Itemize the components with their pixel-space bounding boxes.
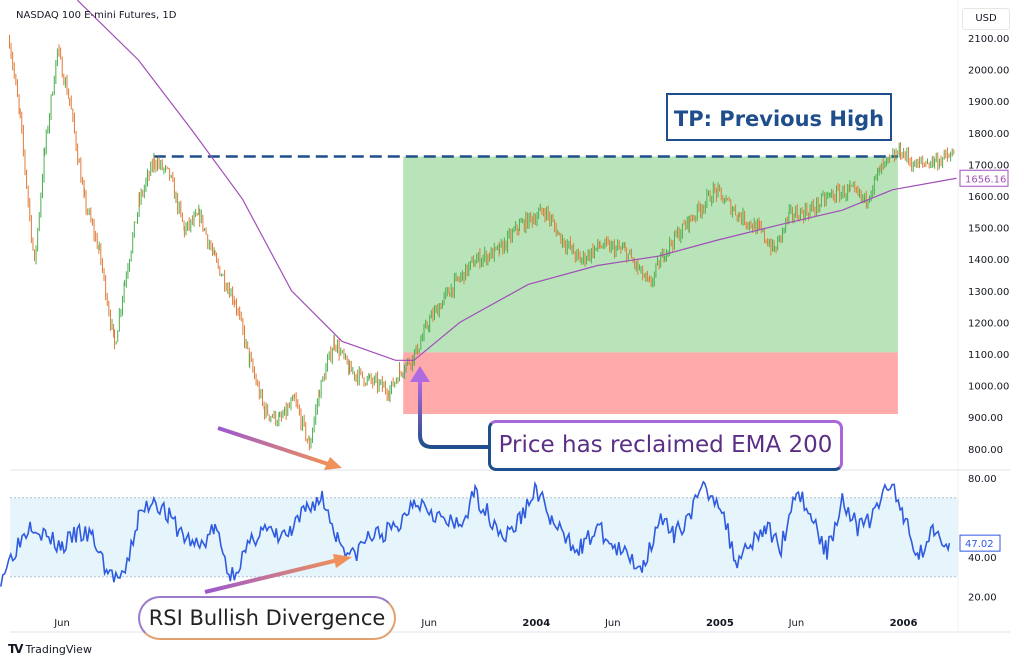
tradingview-logo[interactable]: TV TradingView <box>8 642 92 656</box>
time-tick-label: Jun <box>604 618 621 629</box>
time-tick-label: Jun <box>420 618 437 629</box>
rsi-line <box>0 480 951 587</box>
price-tick-label: 2000.00 <box>968 66 1009 77</box>
price-tick-label: 1800.00 <box>968 129 1009 140</box>
price-tick-label: 1000.00 <box>968 382 1009 393</box>
rsi-tick-label: 80.00 <box>968 474 997 485</box>
ema-last-value-badge <box>959 169 1009 187</box>
price-tick-label: 1200.00 <box>968 318 1009 329</box>
price-tick-label: 900.00 <box>968 413 1003 424</box>
time-tick-label: Jun <box>53 618 70 629</box>
rsi-divergence-arrow <box>204 558 339 594</box>
time-tick-label: 2006 <box>890 618 918 629</box>
price-tick-label: 1600.00 <box>968 192 1009 203</box>
price-tick-label: 1400.00 <box>968 255 1009 266</box>
arrowhead-icon <box>333 554 352 568</box>
ema200-line <box>76 0 957 361</box>
tp-annotation: TP: Previous High <box>666 93 892 141</box>
brand-label: TradingView <box>25 642 92 656</box>
loss-zone <box>403 352 898 415</box>
rsi-annotation: RSI Bullish Divergence <box>138 596 396 640</box>
price-tick-label: 1900.00 <box>968 97 1009 108</box>
price-tick-label: 1500.00 <box>968 224 1009 235</box>
rsi-tick-label: 40.00 <box>968 553 997 564</box>
profit-zone <box>403 156 898 353</box>
price-tick-label: 1100.00 <box>968 350 1009 361</box>
rsi-last-value-badge <box>959 534 1001 552</box>
ema-annotation: Price has reclaimed EMA 200 <box>488 420 843 471</box>
ema-reclaim-arrow <box>418 382 490 449</box>
rsi-last-value: 47.02 <box>965 539 994 550</box>
time-tick-label: 2005 <box>706 618 734 629</box>
tradingview-icon: TV <box>8 642 24 656</box>
time-tick-label: 2004 <box>522 618 550 629</box>
arrowhead-icon <box>324 457 342 470</box>
price-tick-label: 2100.00 <box>968 34 1009 45</box>
ema-last-value: 1656.16 <box>965 174 1006 185</box>
price-divergence-arrow <box>217 426 329 466</box>
price-tick-label: 1300.00 <box>968 287 1009 298</box>
price-tick-label: 1700.00 <box>968 160 1009 171</box>
symbol-title: NASDAQ 100 E-mini Futures, 1D <box>16 10 177 21</box>
price-tick-label: 800.00 <box>968 445 1003 456</box>
rsi-tick-label: 20.00 <box>968 593 997 604</box>
arrowhead-icon <box>410 366 430 382</box>
rsi-band <box>10 497 958 577</box>
time-tick-label: Jun <box>788 618 805 629</box>
currency-button[interactable]: USD <box>962 8 1010 30</box>
